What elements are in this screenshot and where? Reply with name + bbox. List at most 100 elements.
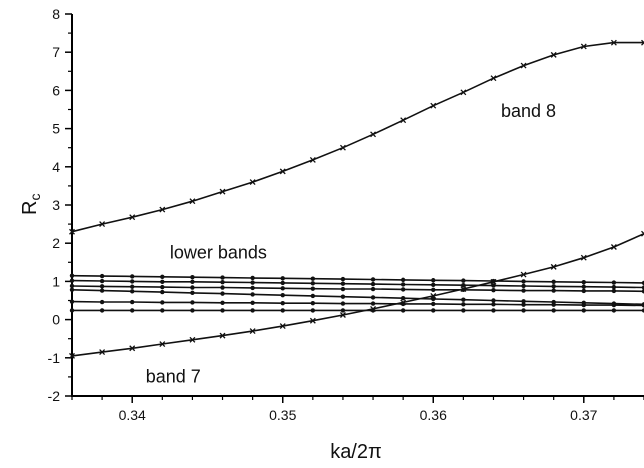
series-2-point xyxy=(551,280,555,284)
series-2-point xyxy=(431,278,435,282)
series-6-point xyxy=(582,303,586,307)
series-2-point xyxy=(220,275,224,279)
series-3-point xyxy=(190,280,194,284)
series-1-line xyxy=(72,234,644,356)
series-6-point xyxy=(190,300,194,304)
series-3-point xyxy=(521,284,525,288)
series-2-point xyxy=(491,279,495,283)
series-7-point xyxy=(341,308,345,312)
series-6-point xyxy=(371,301,375,305)
series-4-point xyxy=(160,285,164,289)
series-5-point xyxy=(190,291,194,295)
series-2-point xyxy=(281,276,285,280)
y-tick-label: -1 xyxy=(48,350,61,366)
series-3-point xyxy=(401,282,405,286)
series-6-point xyxy=(401,302,405,306)
series-7-point xyxy=(311,308,315,312)
series-3-point xyxy=(431,283,435,287)
series-5-point xyxy=(371,295,375,299)
series-5-point xyxy=(491,298,495,302)
y-tick-label: 1 xyxy=(52,273,60,289)
annotation-label: band 8 xyxy=(501,101,556,121)
series-4-point xyxy=(100,284,104,288)
series-5-point xyxy=(130,289,134,293)
series-7-point xyxy=(160,308,164,312)
y-tick-label: 8 xyxy=(52,6,60,22)
chart-series-layer xyxy=(70,40,644,358)
series-5-point xyxy=(281,293,285,297)
series-7-point xyxy=(130,308,134,312)
series-4-point xyxy=(521,288,525,292)
series-3-point xyxy=(341,281,345,285)
series-4-point xyxy=(371,287,375,291)
series-2-point xyxy=(612,280,616,284)
series-7-point xyxy=(190,308,194,312)
series-6-point xyxy=(220,301,224,305)
y-tick-label: 6 xyxy=(52,82,60,98)
series-5-point xyxy=(341,294,345,298)
series-7-point xyxy=(431,308,435,312)
x-tick-label: 0.37 xyxy=(570,407,597,423)
series-5-point xyxy=(401,296,405,300)
y-tick-label: 3 xyxy=(52,197,60,213)
series-3-point xyxy=(250,280,254,284)
series-3-point xyxy=(461,283,465,287)
y-tick-label: 5 xyxy=(52,121,60,137)
y-axis-title-sub: c xyxy=(27,194,43,201)
series-5-point xyxy=(70,288,74,292)
series-4-point xyxy=(250,286,254,290)
series-4-point xyxy=(190,285,194,289)
y-axis-title-main: R xyxy=(19,201,41,215)
series-3-point xyxy=(582,285,586,289)
series-6-point xyxy=(100,300,104,304)
series-2-point xyxy=(190,275,194,279)
series-4-point xyxy=(582,289,586,293)
series-6-point xyxy=(551,303,555,307)
series-4-point xyxy=(551,288,555,292)
series-6-point xyxy=(612,303,616,307)
series-4-point xyxy=(491,288,495,292)
series-3-point xyxy=(371,282,375,286)
series-6-point xyxy=(341,301,345,305)
series-7-point xyxy=(371,308,375,312)
series-7-point xyxy=(491,308,495,312)
series-6-point xyxy=(491,302,495,306)
series-2-point xyxy=(160,275,164,279)
series-2-point xyxy=(371,277,375,281)
series-5-point xyxy=(220,291,224,295)
series-2-point xyxy=(521,279,525,283)
chart-axes: -2-10123456780.34 0.35 0.36 0.37 xyxy=(48,6,644,423)
series-2-point xyxy=(130,274,134,278)
series-7-point xyxy=(401,308,405,312)
series-3-point xyxy=(612,285,616,289)
y-tick-label: 7 xyxy=(52,44,60,60)
series-6-point xyxy=(311,301,315,305)
series-4-point xyxy=(612,289,616,293)
series-4-point xyxy=(401,287,405,291)
annotation-label: band 7 xyxy=(146,367,201,387)
series-6-point xyxy=(281,301,285,305)
series-4-point xyxy=(461,288,465,292)
series-7-point xyxy=(250,308,254,312)
x-tick-label: 0.35 xyxy=(269,407,296,423)
x-axis-title: ka/2π xyxy=(330,441,382,463)
series-4-point xyxy=(220,285,224,289)
series-7-point xyxy=(100,308,104,312)
y-tick-label: 4 xyxy=(52,159,60,175)
series-2-point xyxy=(401,278,405,282)
y-tick-label: 0 xyxy=(52,312,60,328)
series-5-point xyxy=(431,297,435,301)
series-6-point xyxy=(70,299,74,303)
series-7-point xyxy=(582,308,586,312)
series-6-point xyxy=(160,300,164,304)
x-tick-label: 0.36 xyxy=(420,407,447,423)
series-3-point xyxy=(551,284,555,288)
series-2-point xyxy=(311,277,315,281)
series-2-point xyxy=(341,277,345,281)
series-7-point xyxy=(461,308,465,312)
y-tick-label: 2 xyxy=(52,235,60,251)
y-axis-title: Rc xyxy=(19,194,43,215)
series-4-point xyxy=(431,288,435,292)
series-3-point xyxy=(491,283,495,287)
